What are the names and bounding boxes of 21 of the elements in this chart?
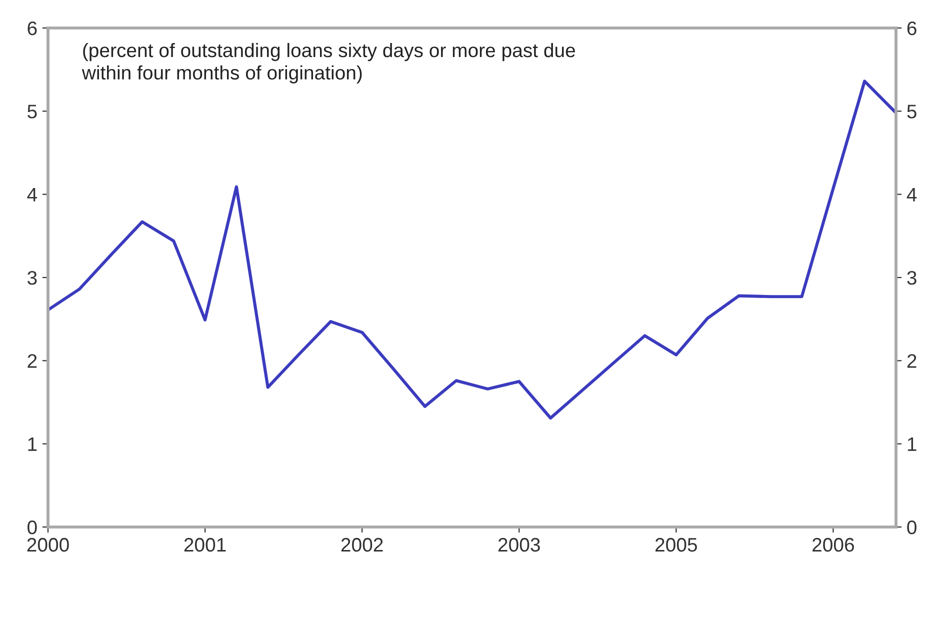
- y-tick-label: 6: [28, 21, 37, 36]
- y-tick-label: 5: [28, 104, 37, 118]
- x-tick-label: 2001: [184, 538, 226, 552]
- x-tick-label: 2006: [812, 538, 854, 552]
- y2-tick-label: 0: [907, 520, 916, 534]
- y-tick-label: 3: [28, 270, 37, 285]
- y2-tick-label: 5: [907, 104, 916, 118]
- x-tick-label: 2000: [27, 538, 69, 552]
- x-tick-label: 2005: [656, 538, 697, 552]
- annotation: (percent of outstanding loans sixty days or more past due within four months of origination): [82, 42, 575, 84]
- y2-tick-label: 4: [906, 188, 917, 202]
- y-tick-label: 0: [28, 520, 37, 534]
- y2-tick-label: 6: [907, 21, 916, 36]
- y2-tick-label: 1: [908, 438, 916, 451]
- y-tick-label: 4: [27, 188, 38, 202]
- y-tick-label: 1: [28, 438, 37, 451]
- x-tick-label: 2003: [498, 538, 540, 552]
- y-tick-label: 2: [28, 354, 37, 368]
- y2-tick-label: 2: [907, 354, 916, 368]
- x-tick-label: 2002: [341, 538, 383, 552]
- y2-tick-label: 3: [907, 270, 916, 285]
